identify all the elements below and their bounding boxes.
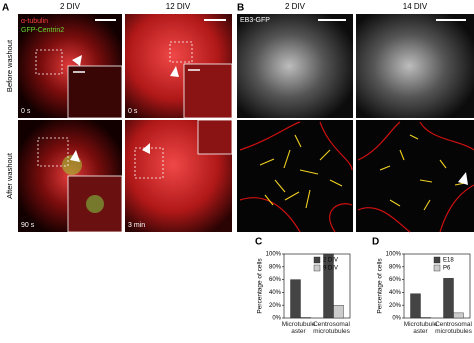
y-tick-label: 60% [389, 277, 402, 283]
bar [410, 293, 421, 319]
microtubule-tracks [379, 134, 466, 211]
y-tick-label: 40% [389, 290, 402, 296]
legend-label: P6 [443, 266, 451, 272]
row-label: After washout [5, 152, 14, 199]
arrowhead [70, 150, 80, 162]
plot-frame [403, 253, 471, 319]
column-label: 14 DIV [403, 2, 428, 11]
y-tick-label: 80% [389, 264, 402, 270]
roi-box [35, 49, 63, 75]
column-label: 12 DIV [166, 2, 191, 11]
panel-letter: A [2, 3, 9, 14]
bar [453, 312, 464, 319]
y-tick-label: 20% [389, 303, 402, 309]
cell-outline [239, 121, 353, 233]
y-tick-label: 40% [269, 290, 282, 296]
centrosome [86, 195, 104, 213]
bar [443, 278, 454, 319]
bar [290, 279, 301, 319]
bar [300, 317, 311, 319]
inset [197, 119, 233, 155]
stain-label: GFP-Centrin2 [21, 27, 64, 34]
cell-outline [357, 121, 474, 233]
panel-letter: D [372, 237, 379, 248]
row-label: Before washout [5, 39, 14, 92]
x-tick-label: Microtubule aster [403, 321, 438, 335]
arrowhead [142, 143, 150, 154]
roi-box [37, 137, 69, 167]
timestamp: 0 s [21, 108, 31, 115]
micrograph [356, 14, 474, 118]
timestamp: 3 min [128, 222, 145, 229]
x-tick-label: Microtubule aster [281, 321, 316, 335]
legend-label: E18 [443, 258, 454, 264]
panel-letter: B [237, 3, 244, 14]
stain-label: α-tubulin [21, 18, 48, 25]
arrowhead [458, 172, 468, 185]
roi-box [169, 41, 193, 63]
inset [67, 65, 123, 119]
tracking-map [356, 120, 474, 232]
column-label: 2 DIV [285, 2, 306, 11]
y-axis-title: Percentage of cells [377, 258, 384, 314]
y-axis-title: Percentage of cells [257, 258, 264, 314]
legend-swatch [433, 256, 441, 264]
arrowhead [72, 55, 82, 66]
y-tick-label: 0% [272, 316, 281, 322]
y-tick-label: 0% [392, 316, 401, 322]
bar [333, 305, 344, 319]
x-tick-label: Centrosomal microtubules [313, 321, 350, 335]
bar [323, 253, 334, 319]
marker-label: EB3-GFP [240, 17, 270, 24]
legend-swatch [313, 264, 321, 272]
y-tick-label: 80% [269, 264, 282, 270]
y-tick-label: 20% [269, 303, 282, 309]
legend-label: 2 DIV [323, 258, 338, 264]
plot-frame [283, 253, 351, 319]
y-tick-label: 60% [269, 277, 282, 283]
tracking-map [237, 120, 353, 232]
panel-b-images [237, 14, 474, 233]
timestamp: 90 s [21, 222, 35, 229]
microtubule-tracks [259, 134, 343, 209]
y-tick-label: 100% [386, 252, 402, 258]
micrograph [237, 14, 353, 118]
legend-swatch [433, 264, 441, 272]
column-label: 2 DIV [60, 2, 81, 11]
legend-swatch [313, 256, 321, 264]
inset [183, 63, 233, 119]
bar [420, 317, 431, 319]
panel-a-images [18, 14, 233, 233]
legend-label: 9 DIV [323, 266, 338, 272]
y-tick-label: 100% [266, 252, 282, 258]
panel-letter: C [255, 237, 262, 248]
x-tick-label: Centrosomal microtubules [435, 321, 472, 335]
timestamp: 0 s [128, 108, 138, 115]
arrowhead [170, 66, 179, 77]
